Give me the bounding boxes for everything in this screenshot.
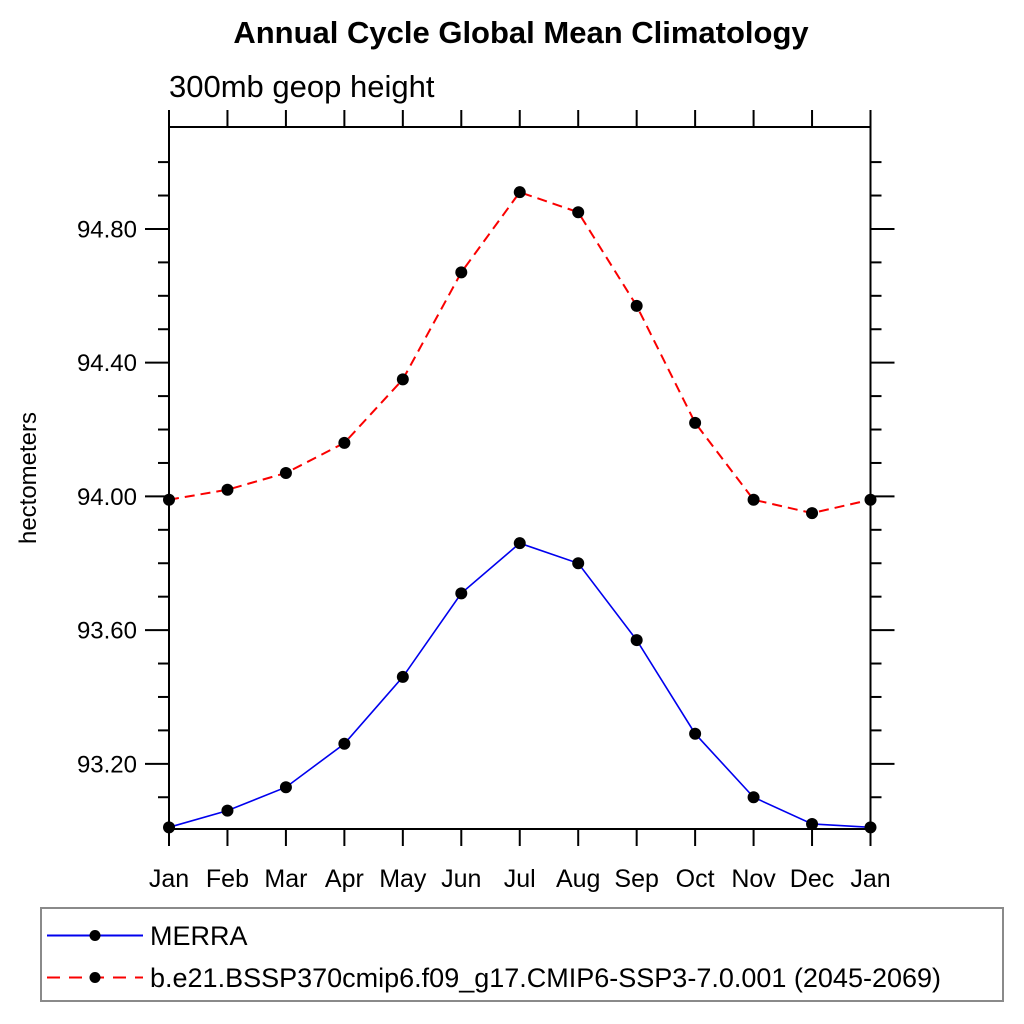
data-point — [513, 537, 526, 550]
data-series — [163, 186, 877, 834]
plot-border — [168, 126, 872, 830]
legend: MERRA b.e21.BSSP370cmip6.f09_g17.CMIP6-S… — [40, 907, 1004, 1002]
x-tick-label: Oct — [676, 865, 715, 893]
plot-frame — [168, 126, 872, 830]
y-axis-tick-labels: 93.20 93.60 94.00 94.40 94.80 — [77, 216, 137, 778]
legend-marker-merra — [89, 930, 101, 941]
legend-label-merra: MERRA — [150, 921, 248, 951]
chart-subtitle: 300mb geop height — [169, 69, 435, 104]
x-tick-label: May — [379, 865, 427, 893]
data-point — [338, 436, 351, 449]
data-point — [396, 373, 409, 386]
series-line — [168, 542, 871, 829]
x-tick-label: Mar — [264, 865, 307, 893]
y-axis-title: hectometers — [15, 412, 42, 544]
x-tick-label: Feb — [206, 865, 249, 893]
data-point — [396, 670, 409, 683]
data-point — [806, 507, 819, 520]
y-tick-label: 93.20 — [77, 751, 137, 778]
y-tick-label: 94.00 — [77, 484, 137, 511]
data-point — [221, 483, 234, 496]
data-point — [864, 493, 877, 506]
x-tick-label: Jan — [850, 865, 890, 893]
data-point — [689, 416, 702, 429]
y-tick-label: 94.80 — [77, 216, 137, 243]
data-point — [689, 727, 702, 740]
data-point — [163, 821, 175, 834]
x-tick-label: Dec — [790, 865, 834, 893]
data-point — [572, 206, 585, 219]
data-point — [747, 493, 760, 506]
series-line — [168, 191, 871, 515]
data-point — [630, 299, 643, 312]
data-point — [279, 466, 292, 479]
legend-marker-model — [89, 972, 101, 983]
x-tick-label: Jun — [441, 865, 481, 893]
data-point — [572, 557, 585, 570]
x-tick-label: Jul — [504, 865, 536, 893]
data-point — [864, 821, 877, 834]
y-tick-label: 94.40 — [77, 350, 137, 377]
x-tick-label: Aug — [556, 865, 600, 893]
legend-label-model: b.e21.BSSP370cmip6.f09_g17.CMIP6-SSP3-7.… — [150, 963, 941, 993]
x-tick-label: Nov — [731, 865, 776, 893]
x-tick-label: Apr — [325, 865, 364, 893]
x-tick-label: Sep — [614, 865, 658, 893]
axis-ticks — [145, 110, 895, 846]
x-axis-tick-labels: Jan Feb Mar Apr May Jun Jul Aug Sep Oct Nov Dec Jan — [149, 865, 891, 893]
legend-box — [40, 907, 1004, 1002]
x-tick-label: Jan — [149, 865, 189, 893]
data-point — [630, 634, 643, 647]
data-point — [338, 737, 351, 750]
y-tick-label: 93.60 — [77, 618, 137, 645]
data-point — [513, 186, 526, 199]
chart-title: Annual Cycle Global Mean Climatology — [233, 15, 809, 50]
series-model — [163, 186, 877, 520]
data-point — [279, 781, 292, 794]
data-point — [163, 493, 175, 506]
data-point — [221, 804, 234, 817]
series-merra — [163, 537, 877, 834]
data-point — [455, 587, 468, 600]
data-point — [455, 266, 468, 279]
data-point — [806, 817, 819, 830]
data-point — [747, 791, 760, 804]
